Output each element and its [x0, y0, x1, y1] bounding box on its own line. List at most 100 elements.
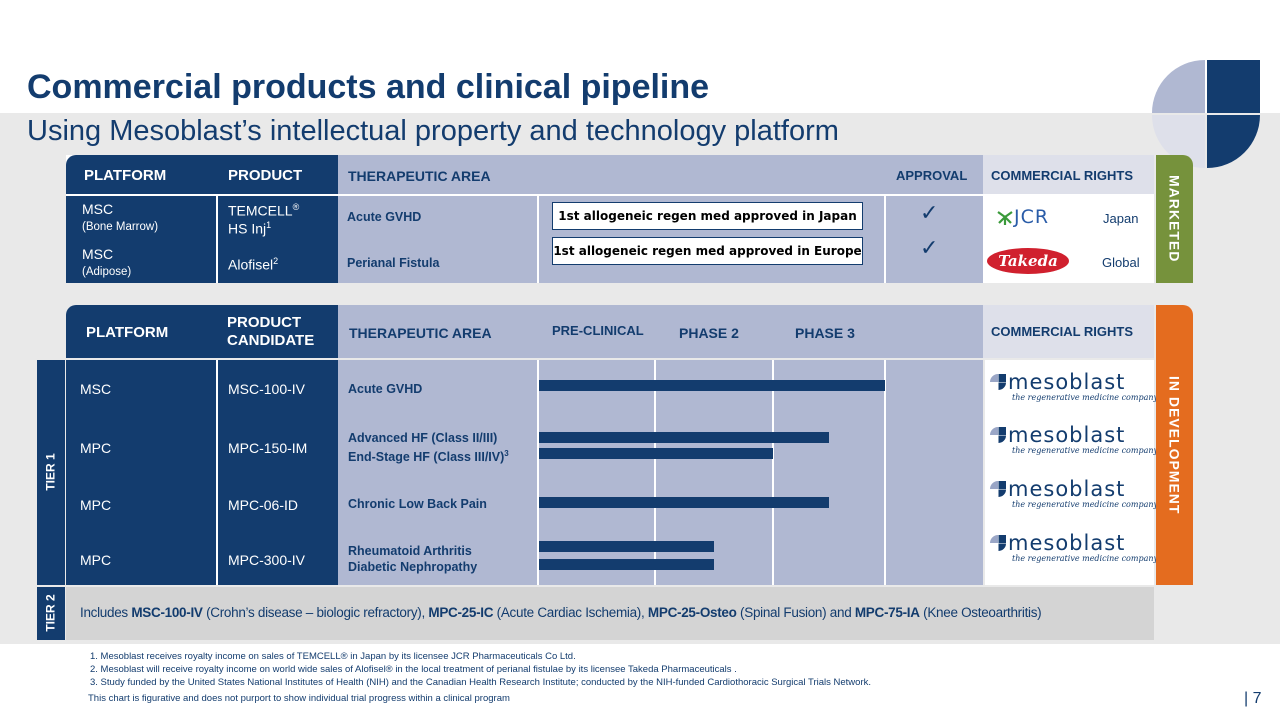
marketed-platform-sub: (Adipose)	[82, 266, 132, 278]
mesoblast-mark-icon	[990, 481, 1006, 497]
marketed-header-middle	[338, 155, 983, 194]
mesoblast-logo-word: mesoblast	[1008, 477, 1126, 501]
dev-grid-line	[654, 360, 656, 585]
dev-grid-line	[772, 360, 774, 585]
marketed-header-approval: APPROVAL	[896, 168, 968, 183]
dev-grid-line	[537, 360, 539, 585]
mesoblast-logo-icon: mesoblast the regenerative medicine compa…	[988, 532, 1158, 564]
dev-header-candidate: PRODUCT CANDIDATE	[227, 314, 314, 350]
tier2-label-cell	[37, 587, 65, 640]
page-number: | 7	[1244, 690, 1262, 707]
mesoblast-mark-icon	[990, 535, 1006, 551]
mesoblast-logo-icon: mesoblast the regenerative medicine compa…	[988, 424, 1158, 456]
marketed-product: TEMCELL	[228, 202, 293, 219]
footnote-ref: 3	[504, 449, 509, 458]
dev-platform: MPC	[80, 552, 112, 568]
corner-shapes-icon	[1152, 60, 1260, 168]
dev-header-phase2: PHASE 2	[679, 325, 739, 341]
page-title: Commercial products and clinical pipelin…	[27, 68, 710, 106]
dev-header-preclinical: PRE-CLINICAL	[552, 323, 644, 338]
mesoblast-logo-tagline: the regenerative medicine company	[1012, 446, 1159, 455]
tier1-label: TIER 1	[44, 453, 58, 491]
marketed-header-rights-cell	[983, 155, 1154, 194]
dev-area: Rheumatoid Arthritis	[348, 544, 472, 558]
marketed-platform-sub: (Bone Marrow)	[82, 221, 159, 233]
marketed-platform: MSC	[82, 246, 114, 262]
progress-bar	[539, 448, 773, 459]
development-side-label: IN DEVELOPMENT	[1156, 305, 1193, 585]
marketed-header-rights: COMMERCIAL RIGHTS	[991, 168, 1134, 183]
mesoblast-logo-word: mesoblast	[1008, 531, 1126, 555]
tier2-label: TIER 2	[44, 594, 58, 632]
progress-bar	[539, 380, 885, 391]
footnote-ref: 1	[266, 220, 272, 230]
dev-header-phase3: PHASE 3	[795, 325, 855, 341]
dev-header-area: THERAPEUTIC AREA	[349, 325, 492, 341]
jcr-logo-icon: JCR	[996, 206, 1049, 228]
mesoblast-logo-tagline: the regenerative medicine company	[1012, 500, 1159, 509]
tier1-label-cell	[37, 360, 65, 585]
tier2-b1: MSC-100-IV	[131, 605, 203, 620]
disclaimer: This chart is figurative and does not pu…	[88, 693, 510, 704]
marketed-header-platform: PLATFORM	[84, 167, 167, 184]
tier2-b2: MPC-25-IC	[428, 605, 494, 620]
marketed-header-area: THERAPEUTIC AREA	[348, 168, 491, 184]
tier2-t3: (Acute Cardiac Ischemia),	[493, 605, 648, 620]
marketed-side-label: MARKETED	[1156, 155, 1193, 283]
dev-candidate: MSC-100-IV	[228, 381, 306, 397]
dev-header-candidate-line2: CANDIDATE	[227, 332, 315, 349]
dev-body-left	[66, 360, 338, 585]
dev-divider	[216, 360, 218, 585]
dev-header-rights-cell	[983, 305, 1154, 358]
dev-platform: MPC	[80, 440, 112, 456]
dev-header-middle	[338, 305, 983, 358]
tier2-t1: Includes	[80, 605, 132, 620]
dev-platform: MPC	[80, 497, 112, 513]
progress-bar	[539, 497, 829, 508]
approval-callout-japan: 1st allogeneic regen med approved in Jap…	[552, 202, 863, 230]
marketed-region: Japan	[1103, 211, 1139, 226]
marketed-area: Acute GVHD	[347, 210, 422, 224]
check-icon: ✓	[920, 201, 939, 226]
marketed-grid-line	[884, 196, 886, 283]
registered-mark: ®	[292, 202, 300, 212]
header-background	[0, 0, 1280, 113]
mesoblast-logo-icon: mesoblast the regenerative medicine compa…	[988, 478, 1158, 510]
footnote-ref: 2	[273, 256, 279, 266]
footnote-3: 3. Study funded by the United States Nat…	[90, 677, 871, 688]
progress-bar	[539, 559, 714, 570]
footnote-1: 1. Mesoblast receives royalty income on …	[90, 651, 576, 662]
mesoblast-logo-tagline: the regenerative medicine company	[1012, 554, 1159, 563]
dev-grid-line	[884, 360, 886, 585]
mesoblast-logo-icon: mesoblast the regenerative medicine compa…	[988, 371, 1158, 403]
page-subtitle: Using Mesoblast’s intellectual property …	[27, 115, 839, 147]
marketed-area: Perianal Fistula	[347, 256, 440, 270]
dev-header-candidate-line1: PRODUCT	[227, 314, 302, 331]
approval-callout-europe: 1st allogeneic regen med approved in Eur…	[552, 237, 863, 265]
marketed-product: Alofisel	[228, 256, 274, 273]
marketed-platform: MSC	[82, 201, 114, 217]
mesoblast-logo-word: mesoblast	[1008, 423, 1126, 447]
dev-header-left	[66, 305, 338, 358]
dev-header-platform: PLATFORM	[86, 324, 169, 341]
tier2-t5: (Knee Osteoarthritis)	[919, 605, 1042, 620]
dev-candidate: MPC-300-IV	[228, 552, 306, 568]
dev-area: Acute GVHD	[348, 382, 423, 396]
check-icon: ✓	[920, 236, 939, 261]
dev-header-rights: COMMERCIAL RIGHTS	[991, 324, 1134, 339]
marketed-body-left	[66, 196, 338, 283]
mesoblast-logo-word: mesoblast	[1008, 370, 1126, 394]
dev-candidate: MPC-06-ID	[228, 497, 299, 513]
dev-rights-cell	[985, 360, 1154, 585]
dev-candidate: MPC-150-IM	[228, 440, 308, 456]
marketed-region: Global	[1102, 255, 1140, 270]
tier2-b3: MPC-25-Osteo	[647, 605, 737, 620]
tier2-t2: (Crohn’s disease – biologic refractory),	[202, 605, 429, 620]
jcr-logo-text: JCR	[1014, 206, 1050, 228]
progress-bar	[539, 541, 714, 552]
mesoblast-mark-icon	[990, 374, 1006, 390]
dev-area: Advanced HF (Class II/III)	[348, 431, 498, 445]
mesoblast-mark-icon	[990, 427, 1006, 443]
marketed-header-left	[66, 155, 338, 194]
